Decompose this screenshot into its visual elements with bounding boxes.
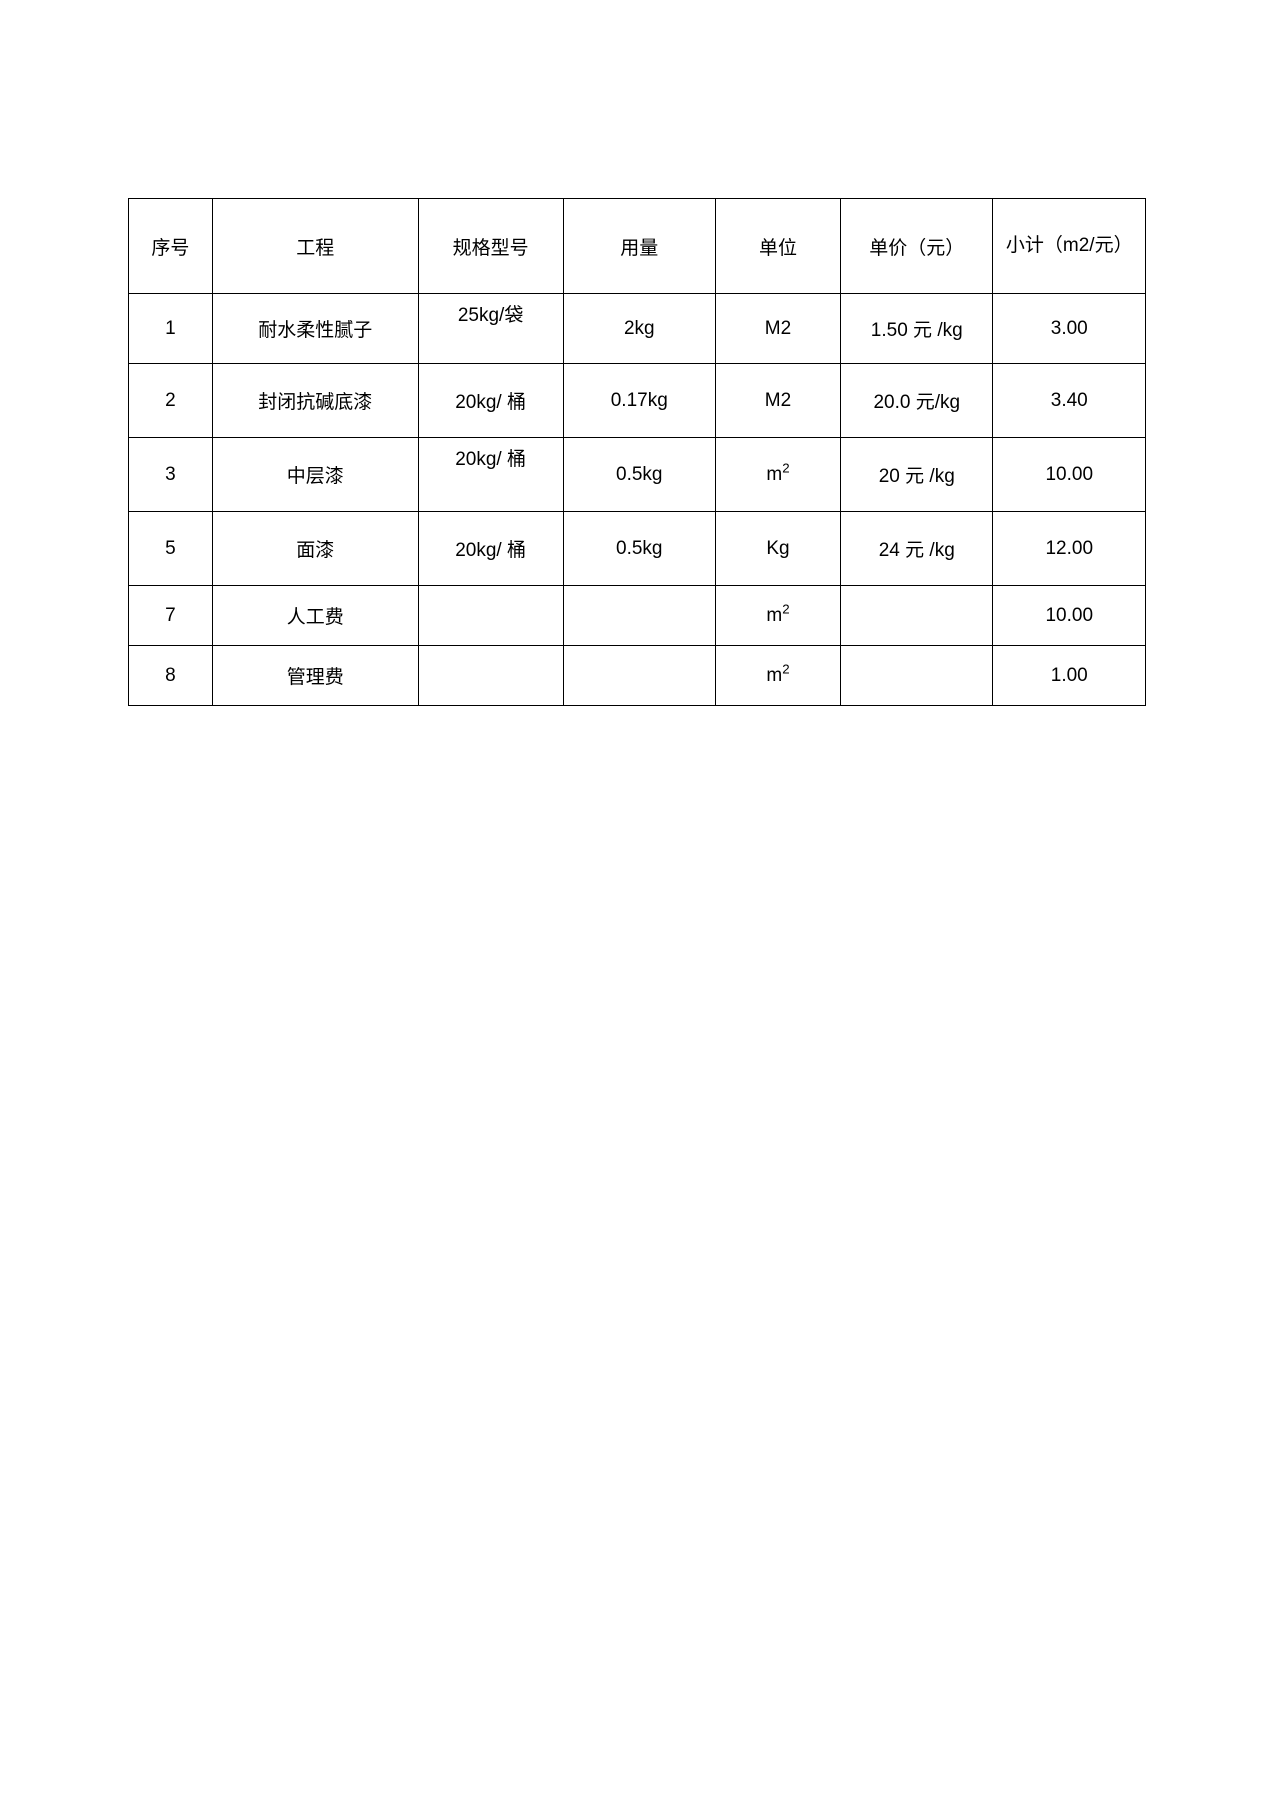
col-header-spec: 规格型号 xyxy=(418,199,563,294)
cell-unit: m2 xyxy=(716,646,841,706)
cell-seq: 7 xyxy=(129,586,213,646)
col-header-price: 单价（元） xyxy=(841,199,993,294)
cell-price: 24 元 /kg xyxy=(841,512,993,586)
cell-seq: 2 xyxy=(129,364,213,438)
table-row: 3 中层漆 20kg/ 桶 0.5kg m2 20 元 /kg 10.00 xyxy=(129,438,1146,512)
cell-price: 1.50 元 /kg xyxy=(841,294,993,364)
cell-project: 面漆 xyxy=(212,512,418,586)
cell-spec xyxy=(418,586,563,646)
table-row: 1 耐水柔性腻子 25kg/袋 2kg M2 1.50 元 /kg 3.00 xyxy=(129,294,1146,364)
col-header-unit: 单位 xyxy=(716,199,841,294)
unit-m2: m2 xyxy=(766,464,789,485)
cell-subtotal: 10.00 xyxy=(993,438,1146,512)
cell-usage: 0.5kg xyxy=(563,512,715,586)
cell-unit: M2 xyxy=(716,364,841,438)
table-header-row: 序号 工程 规格型号 用量 单位 单价（元） 小计（m2/元） xyxy=(129,199,1146,294)
cell-subtotal: 3.00 xyxy=(993,294,1146,364)
cell-usage xyxy=(563,586,715,646)
cell-project: 中层漆 xyxy=(212,438,418,512)
table-row: 7 人工费 m2 10.00 xyxy=(129,586,1146,646)
cell-unit: m2 xyxy=(716,586,841,646)
cell-price: 20 元 /kg xyxy=(841,438,993,512)
table-row: 5 面漆 20kg/ 桶 0.5kg Kg 24 元 /kg 12.00 xyxy=(129,512,1146,586)
cell-seq: 1 xyxy=(129,294,213,364)
cell-subtotal: 1.00 xyxy=(993,646,1146,706)
cell-unit: Kg xyxy=(716,512,841,586)
col-header-project: 工程 xyxy=(212,199,418,294)
cell-subtotal: 12.00 xyxy=(993,512,1146,586)
cell-usage: 0.5kg xyxy=(563,438,715,512)
cell-usage: 0.17kg xyxy=(563,364,715,438)
cell-spec: 20kg/ 桶 xyxy=(418,364,563,438)
cell-seq: 3 xyxy=(129,438,213,512)
cell-project: 人工费 xyxy=(212,586,418,646)
col-header-seq: 序号 xyxy=(129,199,213,294)
col-header-usage: 用量 xyxy=(563,199,715,294)
cell-usage xyxy=(563,646,715,706)
cell-unit: m2 xyxy=(716,438,841,512)
cell-subtotal: 3.40 xyxy=(993,364,1146,438)
table-row: 8 管理费 m2 1.00 xyxy=(129,646,1146,706)
cell-project: 管理费 xyxy=(212,646,418,706)
cell-spec: 25kg/袋 xyxy=(418,294,563,364)
cell-project: 耐水柔性腻子 xyxy=(212,294,418,364)
table-row: 2 封闭抗碱底漆 20kg/ 桶 0.17kg M2 20.0 元/kg 3.4… xyxy=(129,364,1146,438)
cell-unit: M2 xyxy=(716,294,841,364)
cell-usage: 2kg xyxy=(563,294,715,364)
cell-subtotal: 10.00 xyxy=(993,586,1146,646)
cell-seq: 5 xyxy=(129,512,213,586)
cell-seq: 8 xyxy=(129,646,213,706)
unit-m2: m2 xyxy=(766,605,789,626)
cell-price xyxy=(841,586,993,646)
cell-price: 20.0 元/kg xyxy=(841,364,993,438)
cell-price xyxy=(841,646,993,706)
cell-project: 封闭抗碱底漆 xyxy=(212,364,418,438)
unit-m2: m2 xyxy=(766,665,789,686)
cost-table: 序号 工程 规格型号 用量 单位 单价（元） 小计（m2/元） 1 耐水柔性腻子… xyxy=(128,198,1146,706)
col-header-subtotal: 小计（m2/元） xyxy=(993,199,1146,294)
cell-spec xyxy=(418,646,563,706)
cell-spec: 20kg/ 桶 xyxy=(418,512,563,586)
document-page: 序号 工程 规格型号 用量 单位 单价（元） 小计（m2/元） 1 耐水柔性腻子… xyxy=(0,0,1274,706)
cell-spec: 20kg/ 桶 xyxy=(418,438,563,512)
